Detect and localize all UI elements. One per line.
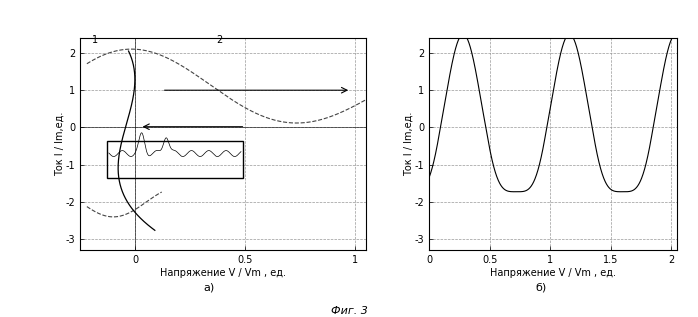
Y-axis label: Ток I / Im,ед.: Ток I / Im,ед. [54,112,64,177]
Bar [107,140,243,178]
Text: б): б) [535,283,547,293]
Text: Фиг. 3: Фиг. 3 [331,306,367,316]
X-axis label: Напряжение V / Vm , ед.: Напряжение V / Vm , ед. [161,268,286,278]
Text: 1: 1 [91,35,98,45]
Text: а): а) [203,283,215,293]
X-axis label: Напряжение V / Vm , ед.: Напряжение V / Vm , ед. [490,268,616,278]
Text: 2: 2 [216,35,222,45]
Y-axis label: Ток I / Im,ед.: Ток I / Im,ед. [403,112,413,177]
